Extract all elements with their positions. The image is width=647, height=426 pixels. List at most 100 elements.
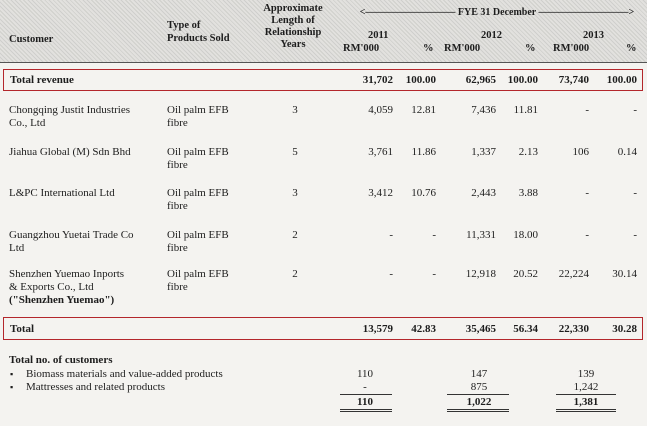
customers-total-2011: 110	[357, 396, 373, 408]
product-type: Oil palm EFB	[167, 229, 229, 241]
customer-name: Chongqing Justit Industries	[9, 104, 131, 116]
total-rule-2011-double	[340, 411, 392, 412]
customers-biomass-label: Biomass materials and value-added produc…	[26, 368, 223, 380]
value-2012: 11,331	[466, 229, 496, 241]
total-highlight	[3, 317, 643, 340]
header-pct-2013: %	[626, 43, 637, 54]
value-2013: -	[585, 104, 589, 116]
product-type: Oil palm EFB	[167, 268, 229, 280]
customer-name: Shenzhen Yuemao Inports	[9, 268, 125, 280]
value-2012: 12,918	[465, 268, 496, 280]
total-pct-2013: 30.28	[612, 323, 637, 335]
value-2012: 7,436	[471, 104, 496, 116]
customers-mattress-2013: 1,242	[573, 381, 599, 393]
total-revenue-pct-2013: 100.00	[606, 74, 637, 86]
header-type-line1: Type of	[167, 20, 201, 31]
header-pct-2012: %	[525, 43, 536, 54]
table-header-background	[0, 0, 647, 63]
total-revenue-2013: 73,740	[558, 74, 589, 86]
pct-2013: -	[633, 104, 637, 116]
relationship-years: 5	[292, 146, 298, 158]
total-rule-2013	[556, 409, 616, 410]
total-rule-2011	[340, 409, 392, 410]
bullet-icon: ▪	[10, 382, 14, 392]
pct-2012: 11.81	[513, 104, 538, 116]
pct-2013: 0.14	[617, 146, 637, 158]
header-length-line2: Length of	[271, 15, 315, 26]
relationship-years: 2	[292, 229, 298, 241]
header-unit-2012: RM'000	[444, 43, 481, 54]
customers-mattress-label: Mattresses and related products	[26, 381, 165, 393]
total-revenue-pct-2011: 100.00	[405, 74, 436, 86]
total-2012: 35,465	[465, 323, 496, 335]
header-year-2012: 2012	[481, 30, 502, 41]
pct-2011: 12.81	[411, 104, 436, 116]
customer-name: Ltd	[9, 242, 25, 254]
header-unit-2011: RM'000	[343, 43, 380, 54]
value-2013: -	[585, 187, 589, 199]
customer-name: L&PC International Ltd	[9, 187, 115, 199]
customers-biomass-2011: 110	[356, 368, 374, 380]
product-type: fibre	[167, 117, 188, 129]
customer-name: Jiahua Global (M) Sdn Bhd	[9, 146, 131, 158]
header-pct-2011: %	[423, 43, 434, 54]
pct-2012: 20.52	[513, 268, 538, 280]
value-2013: 106	[572, 146, 590, 158]
bullet-icon: ▪	[10, 369, 14, 379]
product-type: Oil palm EFB	[167, 187, 229, 199]
pct-2012: 3.88	[518, 187, 538, 199]
total-revenue-2012: 62,965	[465, 74, 496, 86]
customers-heading: Total no. of customers	[9, 354, 113, 366]
pct-2012: 18.00	[513, 229, 538, 241]
value-2011: 3,761	[368, 146, 393, 158]
value-2011: -	[389, 229, 393, 241]
header-year-2013: 2013	[583, 30, 604, 41]
total-revenue-highlight	[3, 69, 643, 91]
value-2012: 2,443	[471, 187, 496, 199]
product-type: fibre	[167, 242, 188, 254]
total-revenue-2011: 31,702	[362, 74, 393, 86]
total-rule-2012-double	[447, 411, 509, 412]
header-type-line2: Products Sold	[167, 33, 230, 44]
value-2011: 3,412	[368, 187, 393, 199]
value-2012: 1,337	[471, 146, 496, 158]
pct-2011: 10.76	[411, 187, 436, 199]
total-revenue-pct-2012: 100.00	[507, 74, 538, 86]
product-type: Oil palm EFB	[167, 104, 229, 116]
value-2011: -	[389, 268, 393, 280]
customer-name: ("Shenzhen Yuemao")	[9, 294, 115, 306]
total-label: Total	[10, 323, 35, 335]
customer-name: & Exports Co., Ltd	[9, 281, 94, 293]
subtotal-rule-2013	[556, 394, 616, 395]
total-revenue-label: Total revenue	[10, 74, 74, 86]
total-2011: 13,579	[362, 323, 393, 335]
relationship-years: 2	[292, 268, 298, 280]
header-unit-2013: RM'000	[553, 43, 590, 54]
pct-2013: 30.14	[612, 268, 637, 280]
header-customer: Customer	[9, 34, 54, 45]
total-2013: 22,330	[558, 323, 589, 335]
customer-name: Co., Ltd	[9, 117, 46, 129]
pct-2013: -	[633, 229, 637, 241]
customers-mattress-2012: 875	[470, 381, 488, 393]
customers-mattress-2011: -	[363, 381, 367, 393]
relationship-years: 3	[292, 104, 298, 116]
product-type: fibre	[167, 200, 188, 212]
product-type: fibre	[167, 281, 188, 293]
header-length-line3: Relationship	[264, 27, 322, 38]
total-rule-2013-double	[556, 411, 616, 412]
value-2013: -	[585, 229, 589, 241]
customers-biomass-2013: 139	[577, 368, 595, 380]
header-length-line1: Approximate	[263, 3, 323, 14]
total-pct-2012: 56.34	[513, 323, 538, 335]
customer-name: Guangzhou Yuetai Trade Co	[9, 229, 134, 241]
header-length-line4: Years	[280, 39, 306, 50]
subtotal-rule-2012	[447, 394, 509, 395]
customers-total-2012: 1,022	[466, 396, 492, 408]
product-type: fibre	[167, 159, 188, 171]
header-year-2011: 2011	[368, 30, 389, 41]
relationship-years: 3	[292, 187, 298, 199]
pct-2011: -	[432, 268, 436, 280]
pct-2012: 2.13	[518, 146, 538, 158]
